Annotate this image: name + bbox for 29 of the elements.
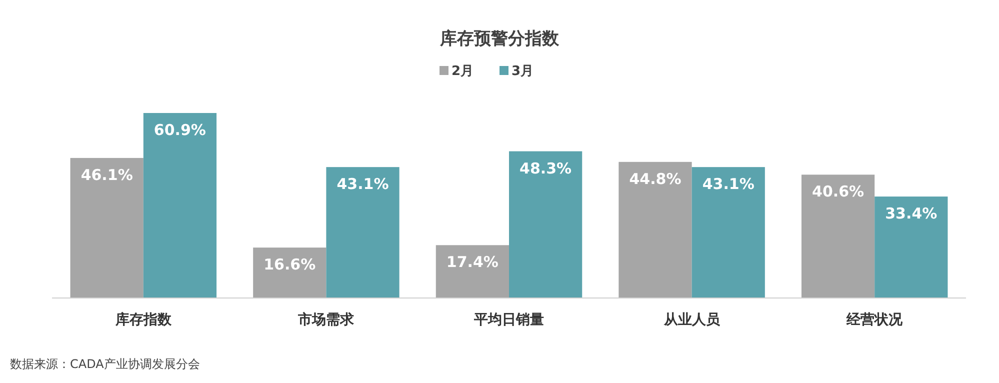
data-label: 46.1% — [80, 166, 133, 184]
bar — [801, 174, 875, 298]
data-label: 33.4% — [885, 204, 938, 223]
bar — [143, 113, 217, 298]
source-note: 数据来源：CADA产业协调发展分会 — [10, 357, 200, 371]
bar — [70, 158, 144, 298]
x-tick-label: 从业人员 — [662, 312, 721, 328]
bar — [692, 167, 765, 298]
bar — [253, 248, 326, 298]
legend-label: 2月 — [452, 64, 474, 79]
bar — [326, 167, 400, 298]
data-label: 40.6% — [812, 182, 864, 201]
x-tick-label: 经营状况 — [846, 312, 904, 328]
bar — [509, 151, 582, 298]
data-label: 17.4% — [446, 253, 498, 272]
data-label: 60.9% — [154, 121, 206, 139]
chart-title: 库存预警分指数 — [439, 29, 560, 49]
data-label: 48.3% — [520, 159, 572, 178]
x-tick-label: 市场需求 — [297, 311, 356, 328]
bar — [436, 245, 509, 298]
bar — [618, 162, 692, 298]
x-tick-label: 库存指数 — [114, 311, 172, 328]
data-label: 43.1% — [702, 175, 754, 194]
x-tick-label: 平均日销量 — [473, 312, 544, 328]
data-label: 43.1% — [336, 175, 389, 194]
bar — [874, 196, 948, 298]
data-label: 44.8% — [629, 170, 682, 188]
legend-label: 3月 — [512, 64, 534, 79]
data-label: 16.6% — [264, 256, 316, 274]
